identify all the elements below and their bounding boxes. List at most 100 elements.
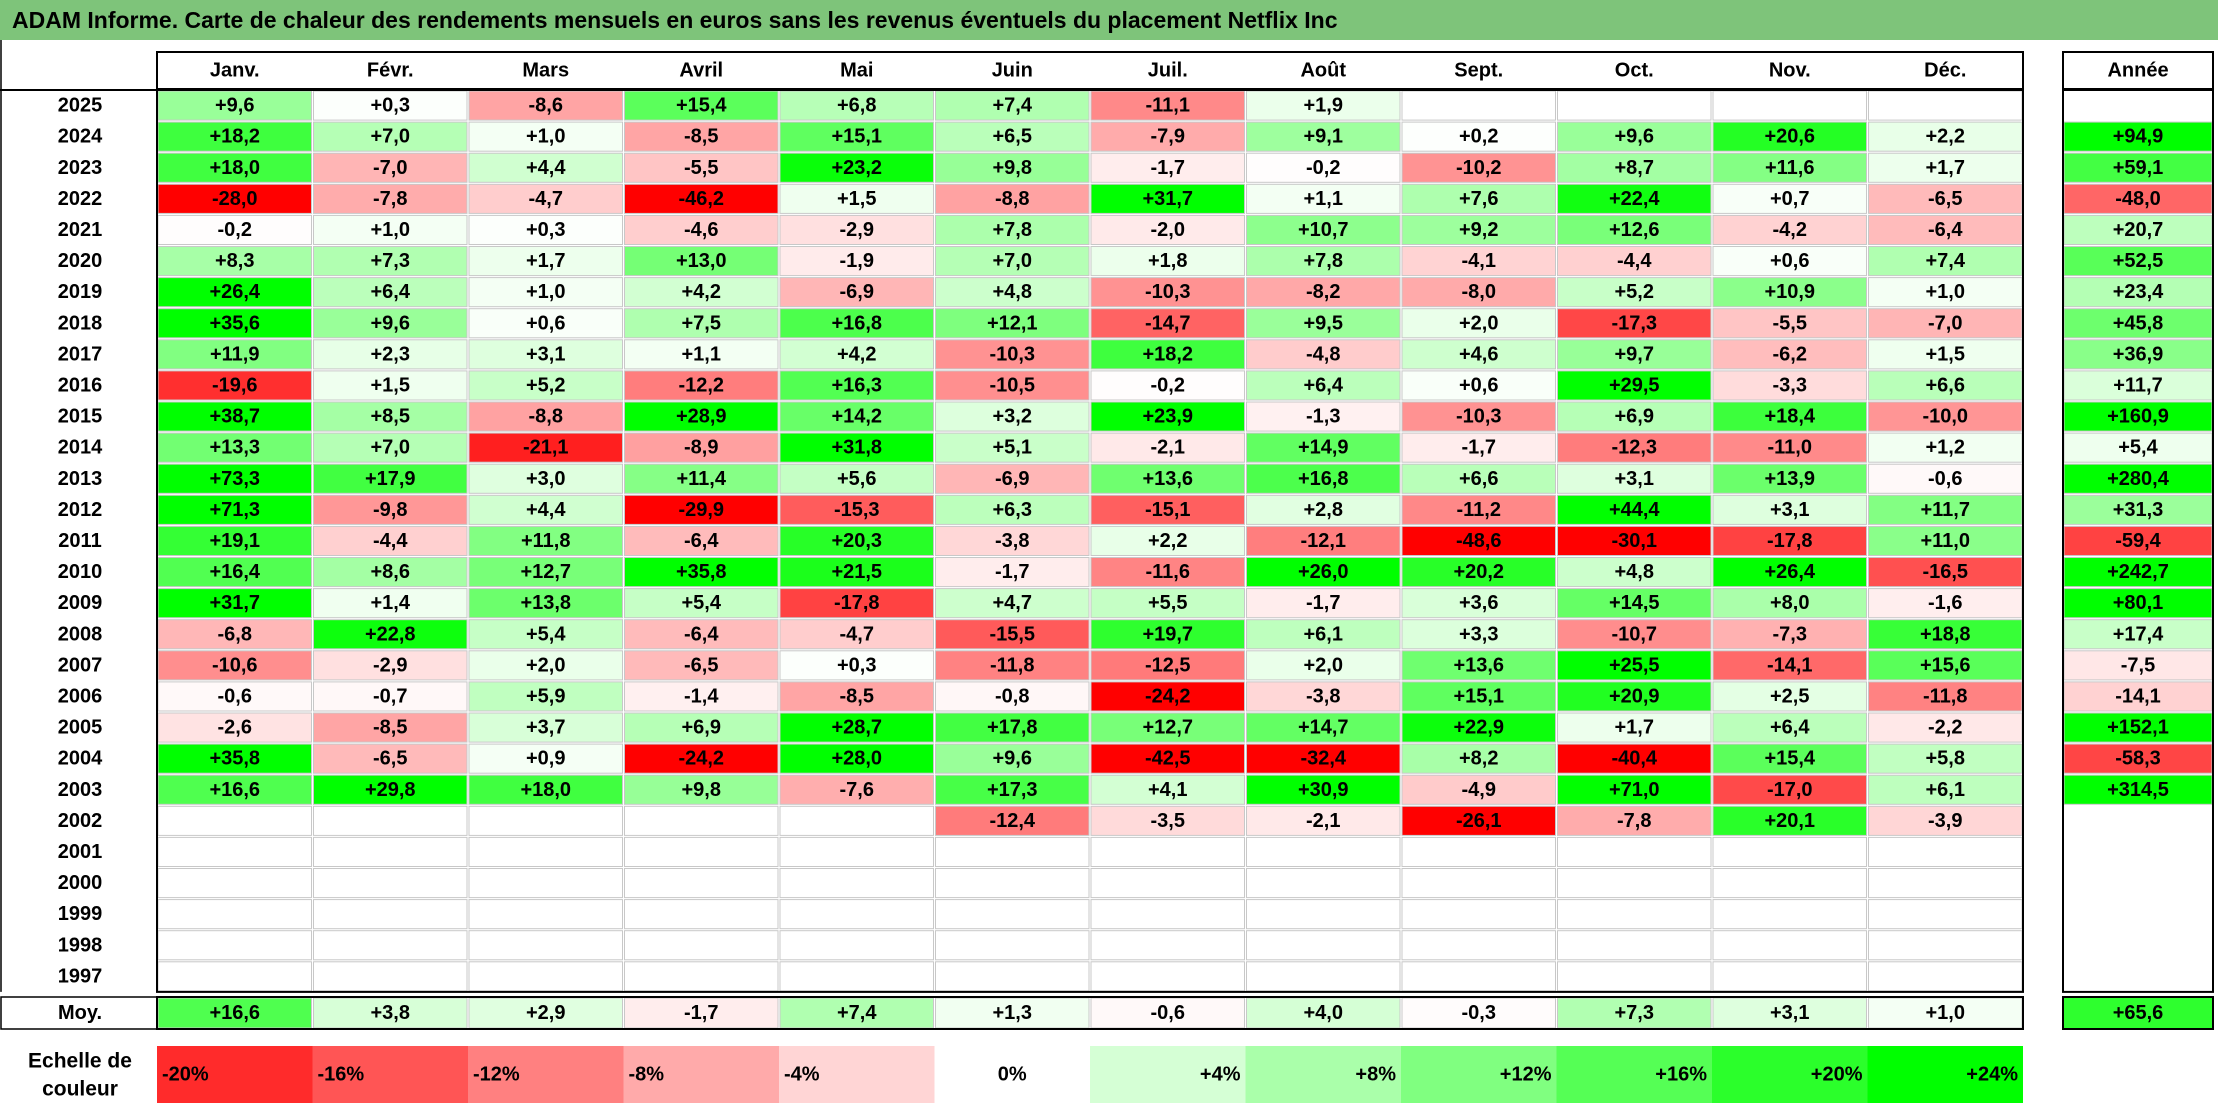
annual-value: +23,4 bbox=[2113, 281, 2164, 303]
heatmap-cell bbox=[1401, 152, 1556, 183]
heatmap-cell bbox=[1401, 961, 1556, 992]
heatmap-cell bbox=[935, 90, 1090, 121]
cell-value: +11,0 bbox=[1920, 530, 1970, 552]
cell-value: -30,1 bbox=[1611, 530, 1657, 552]
heatmap-cell bbox=[157, 494, 312, 525]
cell-value: -5,5 bbox=[684, 157, 718, 179]
year-label: 2013 bbox=[58, 468, 103, 490]
cell-value: +3,1 bbox=[1615, 468, 1654, 490]
heatmap-cell bbox=[1557, 836, 1712, 868]
cell-value: -0,2 bbox=[1151, 374, 1185, 396]
year-label: 2012 bbox=[58, 499, 103, 521]
heatmap-cell bbox=[313, 277, 468, 308]
heatmap-cell bbox=[779, 868, 934, 899]
cell-value: +38,7 bbox=[209, 406, 260, 428]
cell-value: +18,0 bbox=[520, 779, 571, 801]
annual-cell bbox=[2064, 91, 2212, 121]
chart-title: ADAM Informe. Carte de chaleur des rende… bbox=[0, 0, 2218, 40]
heatmap-cell bbox=[1246, 868, 1401, 899]
heatmap-cell bbox=[1090, 774, 1245, 805]
heatmap-cell bbox=[1868, 432, 2023, 463]
heatmap-cell bbox=[157, 339, 312, 370]
average-value: +7,3 bbox=[1615, 1002, 1654, 1024]
average-cell bbox=[1557, 997, 1712, 1029]
cell-value: -11,8 bbox=[1923, 685, 1967, 707]
heatmap-cell bbox=[779, 463, 934, 494]
heatmap-cell bbox=[935, 557, 1090, 588]
cell-value: +1,1 bbox=[682, 343, 721, 365]
cell-value: -0,6 bbox=[1928, 468, 1962, 490]
heatmap-cell bbox=[1712, 836, 1867, 868]
cell-value: -12,1 bbox=[1300, 530, 1346, 552]
heatmap-cell bbox=[157, 525, 312, 557]
cell-value: +16,6 bbox=[209, 779, 260, 801]
heatmap-cell bbox=[935, 836, 1090, 868]
cell-value: -14,1 bbox=[1767, 654, 1813, 676]
cell-value: +17,3 bbox=[987, 779, 1038, 801]
cell-value: +7,3 bbox=[371, 250, 410, 272]
heatmap-cell bbox=[935, 743, 1090, 774]
heatmap-cell bbox=[1090, 121, 1245, 152]
cell-value: -5,5 bbox=[1773, 312, 1807, 334]
scale-swatch bbox=[1090, 1046, 1246, 1103]
heatmap-cell bbox=[1090, 557, 1245, 588]
cell-value: +17,9 bbox=[365, 468, 416, 490]
annual-cell bbox=[2063, 525, 2213, 557]
heatmap-cell bbox=[1712, 588, 1867, 619]
heatmap-cell bbox=[1246, 899, 1401, 930]
heatmap-cell bbox=[1090, 619, 1245, 650]
year-label: 2014 bbox=[58, 437, 103, 459]
cell-value: -7,0 bbox=[1928, 312, 1962, 334]
month-header: Mars bbox=[522, 60, 569, 82]
cell-value: +35,6 bbox=[209, 312, 260, 334]
cell-value: +11,6 bbox=[1765, 157, 1815, 179]
year-label: 2025 bbox=[58, 95, 103, 117]
heatmap-cell bbox=[624, 899, 779, 930]
cell-value: +2,8 bbox=[1304, 499, 1343, 521]
cell-value: -15,5 bbox=[989, 623, 1035, 645]
cell-value: +7,6 bbox=[1459, 188, 1498, 210]
average-annual-cell bbox=[2062, 996, 2214, 1030]
month-header-row bbox=[156, 51, 2024, 90]
cell-value: +8,2 bbox=[1459, 748, 1498, 770]
cell-value: +5,8 bbox=[1926, 748, 1965, 770]
heatmap-cell bbox=[157, 214, 312, 245]
cell-value: +4,6 bbox=[1459, 343, 1498, 365]
heatmap-cell bbox=[1090, 930, 1245, 961]
cell-value: -14,7 bbox=[1145, 312, 1191, 334]
heatmap-cell bbox=[1712, 805, 1867, 836]
annual-value: -59,4 bbox=[2115, 530, 2161, 552]
data-frame bbox=[156, 89, 2024, 993]
heatmap-cell bbox=[468, 868, 623, 899]
scale-label-line2: couleur bbox=[42, 1078, 118, 1101]
cell-value: -17,3 bbox=[1611, 312, 1657, 334]
cell-value: +5,5 bbox=[1148, 592, 1187, 614]
cell-value: +18,0 bbox=[209, 157, 260, 179]
heatmap-cell bbox=[624, 308, 779, 339]
heatmap-cell bbox=[1712, 401, 1867, 432]
average-annual-value: +65,6 bbox=[2113, 1002, 2164, 1024]
heatmap-cell bbox=[1401, 681, 1556, 712]
heatmap-cell bbox=[935, 712, 1090, 743]
heatmap-cell bbox=[935, 183, 1090, 214]
average-frame bbox=[156, 996, 2024, 1030]
heatmap-cell bbox=[1246, 277, 1401, 308]
heatmap-cell bbox=[1401, 619, 1556, 650]
heatmap-cell bbox=[1401, 90, 1556, 121]
average-cell bbox=[1868, 997, 2023, 1029]
cell-value: +71,3 bbox=[209, 499, 260, 521]
heatmap-cell bbox=[1090, 370, 1245, 401]
cell-value: -29,9 bbox=[678, 499, 724, 521]
annual-cell bbox=[2064, 899, 2212, 929]
cell-value: +16,3 bbox=[831, 374, 882, 396]
heatmap-cell bbox=[935, 868, 1090, 899]
cell-value: +0,2 bbox=[1459, 126, 1498, 148]
heatmap-cell bbox=[468, 619, 623, 650]
scale-value: -12% bbox=[473, 1064, 520, 1086]
heatmap-cell bbox=[1090, 308, 1245, 339]
heatmap-cell bbox=[1246, 588, 1401, 619]
heatmap-cell bbox=[1557, 681, 1712, 712]
cell-value: +0,3 bbox=[526, 219, 565, 241]
cell-value: -10,3 bbox=[989, 343, 1035, 365]
annual-value: -48,0 bbox=[2115, 188, 2161, 210]
